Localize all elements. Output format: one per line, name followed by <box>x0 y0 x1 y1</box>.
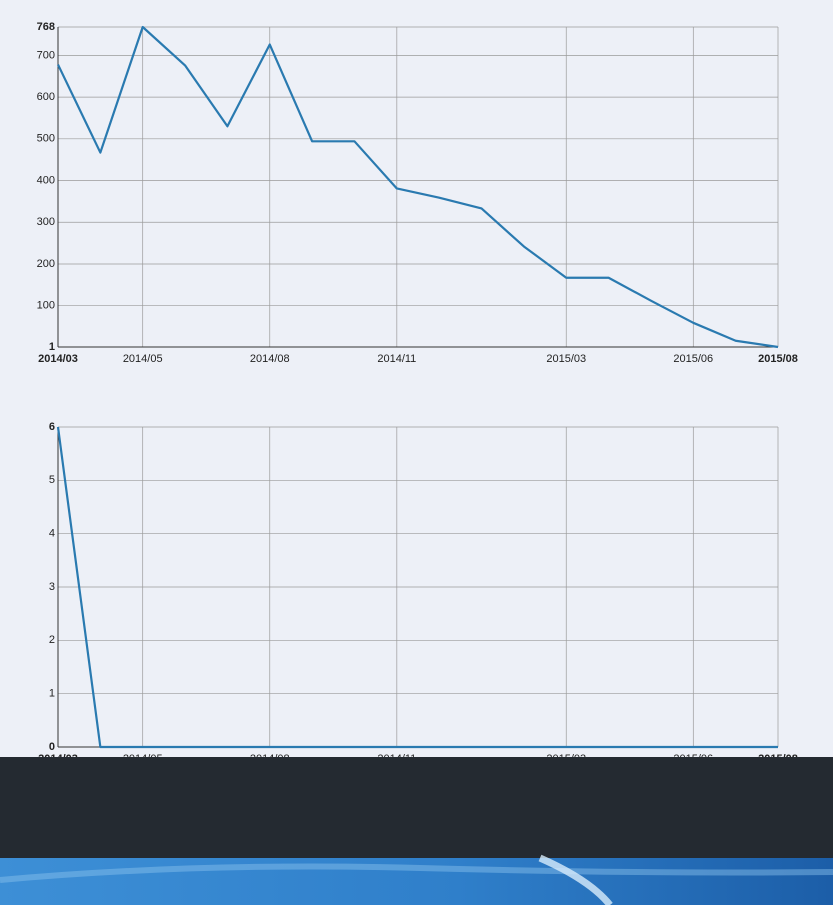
y-tick-label: 1 <box>49 341 55 353</box>
x-tick-label: 2015/08 <box>758 353 798 365</box>
y-tick-label: 600 <box>37 91 55 103</box>
y-tick-label: 768 <box>37 21 55 33</box>
y-tick-label: 300 <box>37 216 55 228</box>
charts: 1 100 200 300 400 500 600 700 768 2014/03 2014/05 2… <box>37 21 798 765</box>
desktop-swoosh <box>0 863 833 883</box>
desktop-swoosh <box>538 854 613 905</box>
y-tick-label: 4 <box>49 528 55 540</box>
x-tick-label: 2015/06 <box>673 353 713 365</box>
y-tick-label: 500 <box>37 133 55 145</box>
desktop-background <box>0 858 833 905</box>
y-tick-label: 2 <box>49 634 55 646</box>
x-tick-label: 2014/05 <box>123 353 163 365</box>
y-tick-label: 200 <box>37 258 55 270</box>
x-tick-label: 2014/03 <box>38 353 78 365</box>
y-tick-label: 5 <box>49 474 55 486</box>
x-tick-label: 2014/08 <box>250 353 290 365</box>
y-tick-label: 400 <box>37 174 55 186</box>
x-tick-label: 2014/11 <box>377 353 416 365</box>
y-tick-label: 0 <box>49 741 55 753</box>
y-tick-label: 700 <box>37 49 55 61</box>
data-line <box>56 426 778 749</box>
y-tick-label: 6 <box>49 421 55 433</box>
y-tick-label: 3 <box>49 581 55 593</box>
data-line <box>57 25 779 349</box>
x-tick-label: 2015/03 <box>546 353 586 365</box>
y-tick-label: 100 <box>37 300 55 312</box>
dark-panel <box>0 757 833 858</box>
y-tick-label: 1 <box>49 688 55 700</box>
